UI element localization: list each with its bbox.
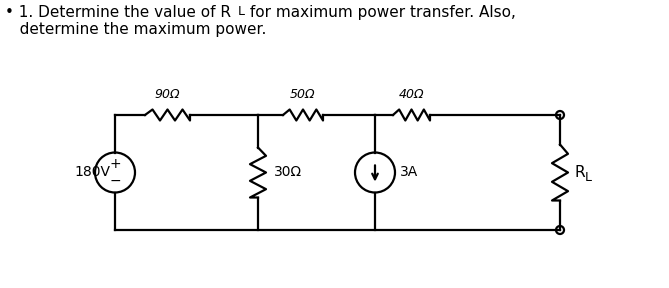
Text: 180V: 180V [74,166,110,179]
Text: 90Ω: 90Ω [155,88,180,101]
Text: R: R [575,165,585,180]
Text: • 1. Determine the value of R: • 1. Determine the value of R [5,5,231,20]
Text: L: L [585,171,592,184]
Text: −: − [109,173,121,187]
Text: 40Ω: 40Ω [399,88,424,101]
Circle shape [556,111,564,119]
Text: 30Ω: 30Ω [274,166,302,179]
Text: L: L [238,5,245,18]
Text: determine the maximum power.: determine the maximum power. [5,22,266,37]
Text: for maximum power transfer. Also,: for maximum power transfer. Also, [245,5,516,20]
Text: +: + [109,158,121,171]
Circle shape [556,226,564,234]
Text: 50Ω: 50Ω [290,88,316,101]
Text: 3A: 3A [400,166,418,179]
